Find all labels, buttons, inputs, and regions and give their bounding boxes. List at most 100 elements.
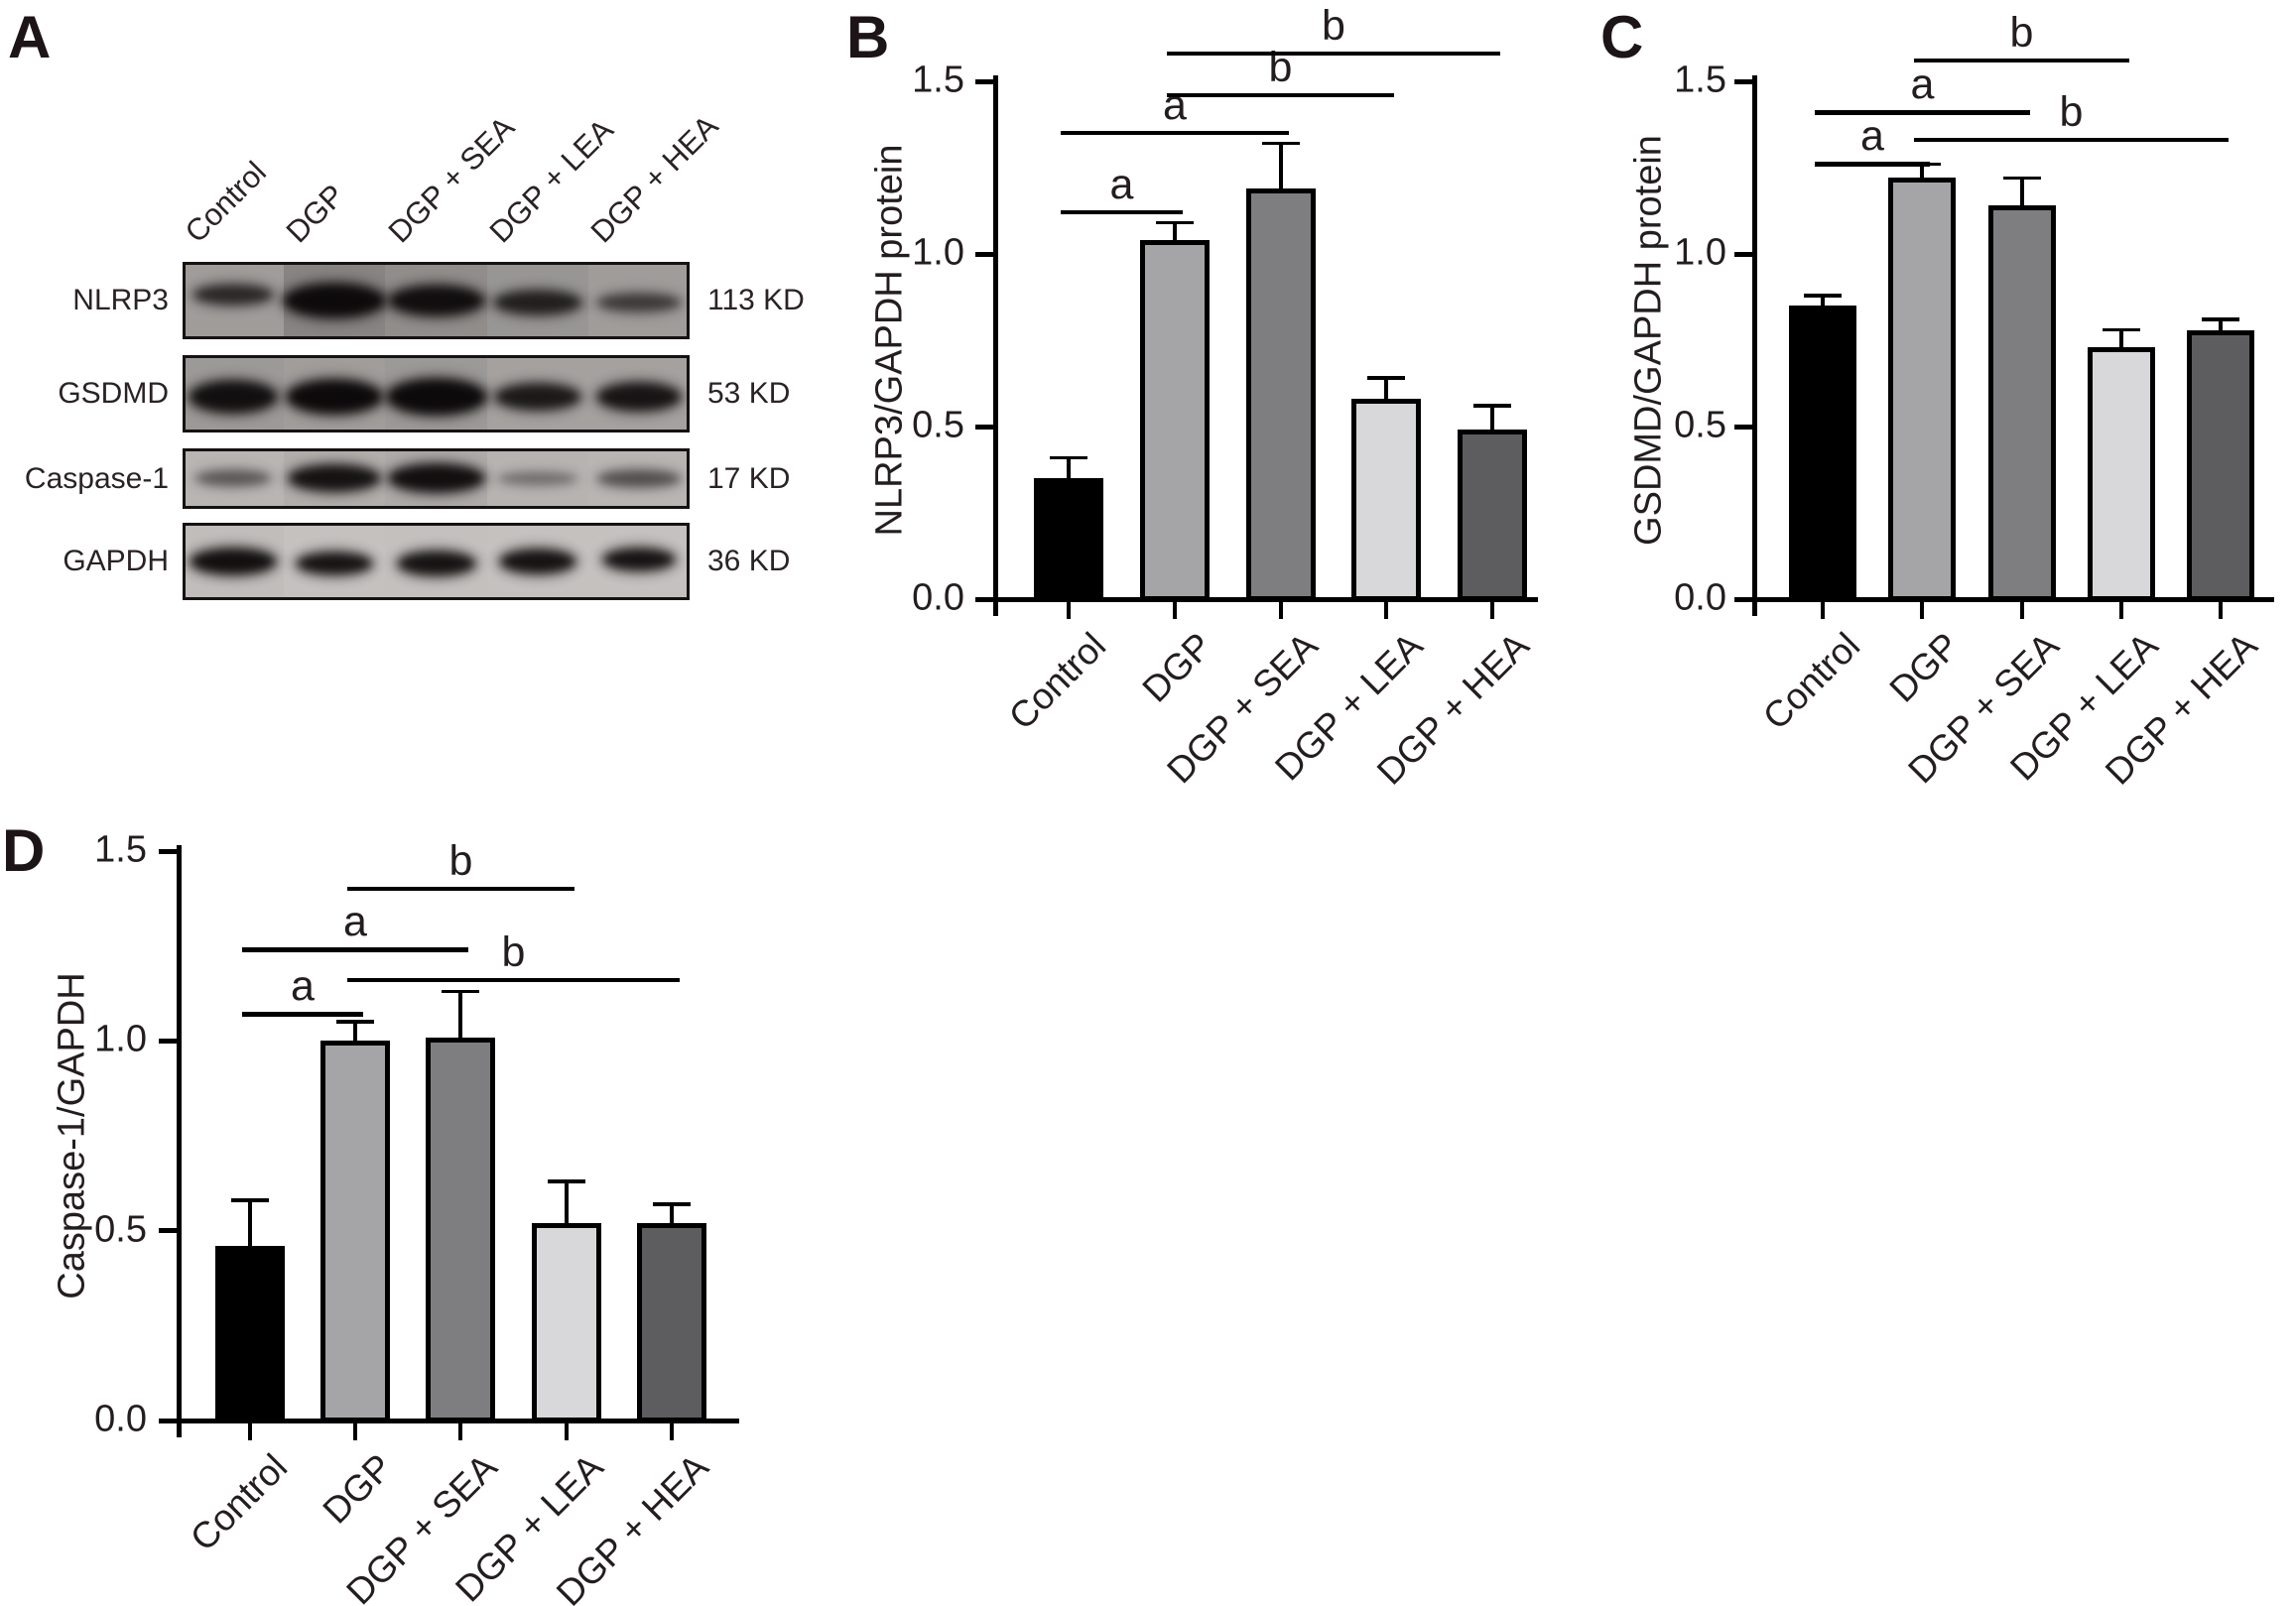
error-bar-stem xyxy=(1279,143,1283,198)
blot-weight-label: 36 KD xyxy=(707,545,791,577)
panel-d-label: D xyxy=(2,817,46,884)
significance-bracket xyxy=(347,977,680,983)
blot-weight-label: 113 KD xyxy=(707,284,805,316)
bar-control xyxy=(1789,306,1856,601)
x-tick xyxy=(2218,601,2224,619)
error-bar-cap xyxy=(1156,220,1194,225)
x-category-label: Control xyxy=(1000,625,1113,738)
y-tick xyxy=(1734,78,1754,84)
y-tick-label: 0.5 xyxy=(1674,404,1726,446)
error-bar-stem xyxy=(1821,295,1825,316)
protein-band xyxy=(388,286,484,315)
x-tick xyxy=(457,1422,463,1440)
y-tick-label: 1.0 xyxy=(912,231,964,274)
error-bar-stem xyxy=(2020,178,2024,216)
origin-tick xyxy=(176,1422,182,1437)
error-bar-cap xyxy=(2003,176,2041,181)
error-bar-cap xyxy=(1050,455,1087,460)
y-tick xyxy=(975,78,995,84)
significance-bracket xyxy=(242,1012,363,1017)
protein-band xyxy=(284,284,386,317)
y-tick-label: 0.5 xyxy=(94,1208,147,1251)
error-bar-stem xyxy=(565,1180,569,1233)
significance-letter: a xyxy=(291,962,315,1011)
protein-band xyxy=(190,381,278,413)
error-bar-stem xyxy=(2219,319,2223,340)
protein-band xyxy=(602,549,675,570)
significance-letter: a xyxy=(343,898,367,946)
significance-bracket xyxy=(1815,162,1930,167)
error-bar-cap xyxy=(2202,317,2239,321)
y-tick-label: 1.0 xyxy=(1674,231,1726,274)
protein-band xyxy=(397,552,475,575)
y-tick-label: 1.5 xyxy=(94,828,147,871)
x-tick xyxy=(564,1422,570,1440)
significance-letter: b xyxy=(2009,8,2034,57)
blot-protein-label: NLRP3 xyxy=(72,284,169,316)
significance-bracket xyxy=(347,887,574,892)
y-tick-label: 0.0 xyxy=(912,576,964,619)
x-tick xyxy=(1066,601,1072,619)
error-bar-stem xyxy=(1490,406,1494,440)
y-tick-label: 0.5 xyxy=(912,404,964,446)
error-bar-stem xyxy=(1173,222,1177,251)
y-tick xyxy=(1734,251,1754,257)
y-tick-label: 1.5 xyxy=(1674,59,1726,101)
y-tick xyxy=(159,1228,179,1234)
significance-letter: b xyxy=(501,927,526,976)
significance-letter: b xyxy=(1268,43,1293,91)
y-axis-line xyxy=(1751,75,1757,607)
error-bar-cap xyxy=(548,1179,585,1183)
bar-dgp xyxy=(1140,240,1210,601)
bar-dgp-sea xyxy=(1988,205,2056,601)
significance-letter: b xyxy=(1322,1,1345,50)
bar-dgp-hea xyxy=(1458,430,1527,601)
significance-bracket xyxy=(1167,51,1500,57)
error-bar-stem xyxy=(248,1200,252,1256)
x-axis-line xyxy=(1734,596,2274,602)
x-tick xyxy=(669,1422,675,1440)
x-tick xyxy=(1172,601,1178,619)
protein-band xyxy=(195,470,272,486)
protein-band xyxy=(297,553,373,574)
significance-letter: a xyxy=(1109,161,1134,209)
error-bar-cap xyxy=(2103,327,2140,332)
significance-bracket xyxy=(1914,58,2129,63)
y-tick-label: 1.0 xyxy=(94,1018,147,1060)
protein-band xyxy=(494,384,580,410)
x-tick xyxy=(2118,601,2124,619)
protein-band xyxy=(386,379,486,415)
x-category-label: DGP xyxy=(315,1446,400,1532)
error-bar-stem xyxy=(670,1203,674,1233)
bar-dgp-lea xyxy=(2088,346,2155,601)
x-axis-line xyxy=(975,596,1538,602)
blot-protein-label: GAPDH xyxy=(63,545,169,577)
protein-band xyxy=(596,383,681,411)
significance-bracket xyxy=(1815,110,2030,115)
y-tick-label: 0.0 xyxy=(94,1398,147,1440)
protein-band xyxy=(596,294,681,311)
protein-band xyxy=(596,469,681,487)
panel-b-label: B xyxy=(846,4,890,70)
y-tick xyxy=(1734,424,1754,430)
bar-dgp xyxy=(1888,178,1956,601)
bar-dgp-sea xyxy=(1246,187,1316,601)
blot-protein-label: GSDMD xyxy=(58,377,169,410)
bar-dgp xyxy=(320,1041,390,1422)
error-bar-stem xyxy=(1920,164,1924,188)
error-bar-cap xyxy=(653,1202,691,1206)
panel-c-label: C xyxy=(1600,4,1644,70)
x-category-label: DGP xyxy=(1134,625,1219,710)
protein-band xyxy=(493,291,581,314)
significance-bracket xyxy=(1061,131,1289,136)
blot-strip-gapdh xyxy=(183,523,690,600)
significance-letter: a xyxy=(1163,81,1187,129)
protein-band xyxy=(388,464,484,492)
bar-dgp-lea xyxy=(1351,399,1421,601)
x-tick xyxy=(1278,601,1284,619)
y-axis-line xyxy=(176,845,182,1428)
error-bar-cap xyxy=(231,1198,269,1202)
error-bar-cap xyxy=(442,989,479,994)
